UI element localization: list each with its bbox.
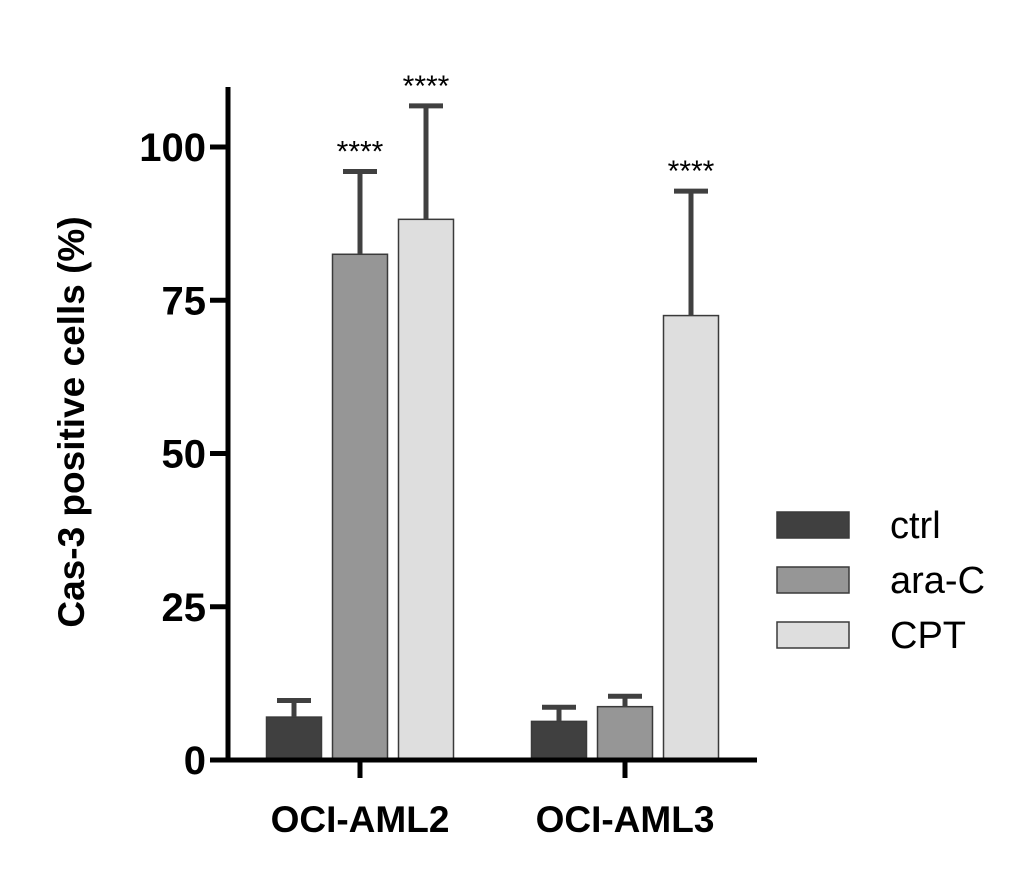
y-tick-label: 0 (184, 739, 206, 783)
bar-ara-C-OCI-AML3 (596, 705, 654, 761)
significance-label: **** (403, 70, 450, 103)
y-tick-label: 25 (162, 586, 207, 630)
y-tick-label: 50 (162, 433, 207, 477)
bar-CPT-OCI-AML3 (662, 314, 720, 761)
bars-layer: **** **** **** (265, 70, 720, 761)
y-tick-label: 100 (139, 126, 206, 170)
bar-ara-C-OCI-AML2 (331, 253, 389, 761)
legend-label-CPT: CPT (890, 615, 966, 657)
legend-label-ara-C: ara-C (890, 560, 985, 602)
bar-ctrl-OCI-AML2 (265, 716, 323, 761)
y-tick-label: 75 (162, 279, 207, 323)
y-axis-label: Cas-3 positive cells (%) (51, 216, 92, 627)
legend-swatch-ara-C (776, 566, 850, 594)
bar-ctrl-OCI-AML3 (530, 720, 588, 761)
significance-label: **** (337, 136, 384, 169)
x-tick-label: OCI-AML3 (536, 799, 715, 840)
axes-layer: 0 25 50 75 100 OCI-AML2 OCI-AML3 (139, 87, 757, 840)
x-tick-label: OCI-AML2 (271, 799, 450, 840)
legend: ctrl ara-C CPT (776, 505, 985, 657)
legend-swatch-CPT (776, 621, 850, 649)
legend-swatch-ctrl (776, 511, 850, 539)
significance-label: **** (668, 155, 715, 188)
bar-CPT-OCI-AML2 (397, 218, 455, 761)
legend-label-ctrl: ctrl (890, 505, 941, 547)
